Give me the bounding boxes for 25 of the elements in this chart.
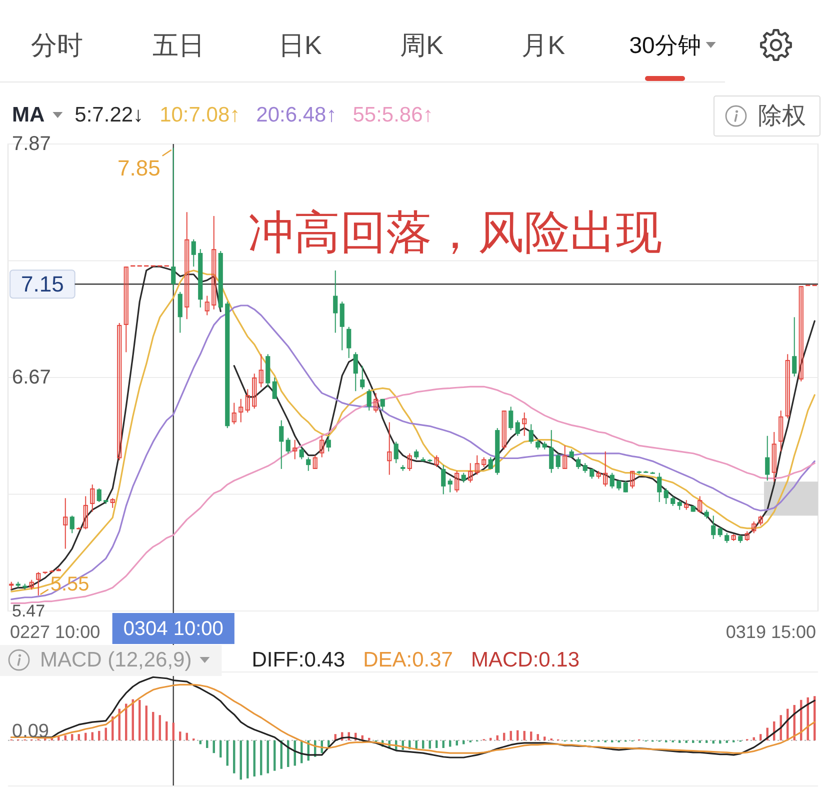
annotation: 7.85 <box>118 155 160 180</box>
text: DEA:0.37 <box>363 648 453 672</box>
y-tick-label: 5.47 <box>12 602 46 620</box>
text: 分时 <box>31 30 83 60</box>
text: 20:6.48↑ <box>256 104 337 126</box>
legend-title: MACD (12,26,9) <box>40 648 192 672</box>
text: 0319 15:00 <box>726 622 816 642</box>
text: 55:5.86↑ <box>352 104 434 126</box>
text: 0227 10:00 <box>10 622 100 642</box>
text: 周K <box>400 30 444 60</box>
text: DIFF:0.43 <box>252 648 346 672</box>
y-tick-label: 7.87 <box>12 133 51 155</box>
ref-line-label: 7.15 <box>21 272 64 297</box>
text: 月K <box>522 30 566 60</box>
text: 日K <box>278 30 323 60</box>
text: 10:7.08↑ <box>160 104 240 126</box>
text: 五日 <box>152 30 205 60</box>
text: 5:7.22↓ <box>74 104 144 126</box>
y-tick-label: 6.67 <box>12 366 51 388</box>
annotation: 冲高回落，风险出现 <box>248 206 662 258</box>
text: MACD:0.13 <box>470 648 580 672</box>
text: 除权 <box>758 102 806 130</box>
legend-title: MA <box>12 104 45 126</box>
x-tick-label: 0304 10:00 <box>123 618 224 640</box>
text: 30分钟 <box>629 32 701 58</box>
